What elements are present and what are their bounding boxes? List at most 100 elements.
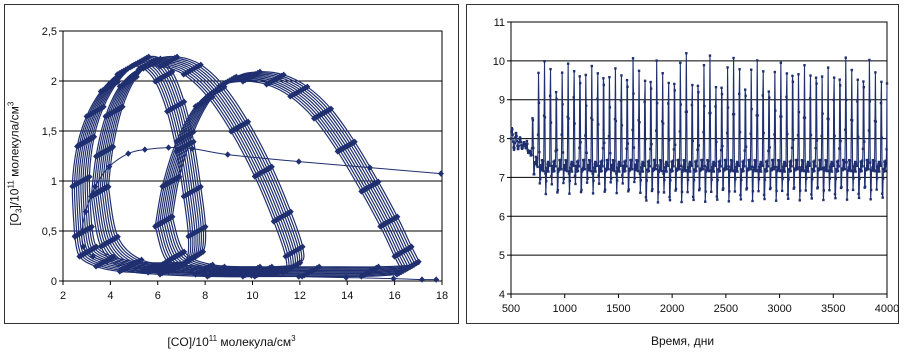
time-series-marker — [577, 165, 581, 168]
time-series-marker — [604, 167, 608, 171]
time-series-marker — [869, 198, 872, 201]
time-series-marker — [530, 153, 533, 157]
time-series-marker — [815, 139, 819, 142]
time-series-marker — [693, 170, 697, 173]
time-series-marker — [756, 59, 759, 62]
time-series-marker — [602, 83, 606, 87]
plot-area-border — [62, 30, 443, 282]
time-series-marker — [517, 147, 520, 151]
time-series-marker — [782, 163, 786, 166]
time-series-marker — [689, 162, 693, 165]
time-series-marker — [679, 103, 682, 106]
y-tick-label: 1 — [51, 176, 57, 188]
time-series-marker — [803, 116, 807, 120]
time-series-marker — [804, 169, 807, 172]
xlabel-part: [CO]/10 — [167, 335, 209, 349]
time-series-marker — [802, 169, 805, 173]
time-series-marker — [744, 94, 747, 98]
trajectory-marker — [190, 128, 197, 135]
time-series-marker — [709, 111, 712, 115]
time-series-marker — [841, 167, 844, 170]
time-series-marker — [634, 166, 638, 169]
time-series-marker — [670, 163, 674, 166]
trajectory-marker — [297, 259, 304, 266]
time-series-marker — [847, 166, 850, 169]
time-series-marker — [734, 165, 737, 169]
x-tick-label: 2000 — [660, 303, 684, 315]
time-series-marker — [532, 146, 535, 150]
time-series-marker — [778, 159, 781, 163]
time-series-marker — [690, 103, 694, 107]
time-series-marker — [858, 177, 861, 181]
trajectory-marker — [102, 240, 109, 248]
time-series-marker — [824, 159, 827, 162]
time-series-marker — [543, 116, 547, 119]
time-series-marker — [657, 190, 660, 194]
x-tick-label: 10 — [246, 290, 258, 302]
time-series-marker — [568, 192, 571, 195]
time-series-marker — [595, 164, 599, 167]
time-series-marker — [823, 166, 827, 169]
time-series-marker — [645, 199, 648, 202]
time-series-marker — [787, 168, 791, 171]
time-series-marker — [822, 198, 825, 202]
phase-portrait-svg: 0 0,5 1 1,5 2 2,5 2 4 6 8 10 12 14 16 18 — [42, 26, 448, 302]
time-series-marker — [524, 147, 528, 150]
time-series-marker — [862, 80, 865, 83]
time-series-marker — [548, 164, 551, 167]
time-series-marker — [595, 162, 598, 165]
trajectory-marker — [188, 139, 195, 147]
trajectory-marker — [152, 78, 159, 85]
time-series-marker — [715, 140, 718, 144]
trajectory-marker — [184, 190, 191, 198]
time-series-marker — [841, 168, 844, 172]
trajectory-marker — [91, 133, 98, 140]
trajectory-marker — [162, 72, 169, 79]
time-series-marker — [794, 158, 798, 162]
time-series-marker — [586, 177, 589, 180]
time-series-marker — [854, 170, 857, 173]
time-series-marker — [652, 168, 655, 172]
time-series-marker — [778, 169, 782, 173]
time-series-marker — [773, 70, 777, 74]
time-series-marker — [737, 92, 741, 96]
trajectory-marker — [297, 244, 304, 252]
time-series-marker — [517, 144, 520, 148]
ylabel-part: ]/10 — [7, 188, 22, 209]
time-series-marker — [710, 190, 713, 193]
time-series-marker — [876, 165, 879, 168]
time-series-marker — [823, 168, 826, 172]
time-series-marker — [683, 159, 687, 163]
time-series-marker — [802, 159, 805, 163]
time-series-marker — [752, 168, 755, 172]
time-series-marker — [731, 169, 734, 173]
time-series-marker — [691, 139, 694, 143]
time-series-marker — [553, 169, 556, 173]
time-series-marker — [742, 159, 746, 162]
time-series-marker — [766, 165, 770, 168]
trajectory-marker — [165, 268, 172, 275]
xlabel-sup: 11 — [208, 334, 218, 343]
time-series-marker — [537, 101, 541, 104]
time-series-marker — [585, 151, 588, 155]
time-series-marker — [775, 189, 778, 193]
time-series-marker — [729, 166, 732, 169]
time-series-marker — [879, 101, 883, 105]
time-series-marker — [672, 165, 675, 168]
time-series-marker — [589, 169, 593, 173]
time-series-marker — [750, 107, 753, 111]
time-series-marker — [782, 170, 785, 173]
time-series-marker — [676, 168, 679, 172]
trajectory-line — [106, 55, 305, 268]
time-series-marker — [630, 168, 634, 171]
time-series-marker — [725, 131, 729, 135]
time-series-marker — [789, 159, 793, 162]
time-series-marker — [577, 159, 580, 162]
time-series-marker — [740, 170, 744, 173]
time-series-marker — [771, 158, 774, 162]
trajectory-marker — [274, 75, 281, 82]
time-series-marker — [598, 169, 601, 172]
time-series-marker — [578, 75, 581, 78]
time-series-marker — [832, 76, 836, 79]
time-series-marker — [829, 165, 832, 168]
